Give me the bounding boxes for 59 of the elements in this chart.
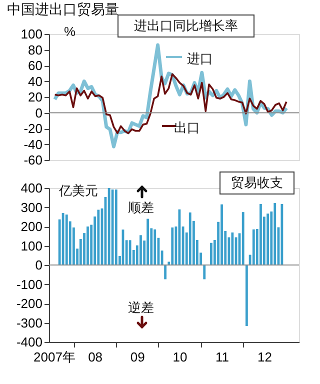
bar (171, 227, 174, 265)
annotation: 逆差 (128, 300, 154, 315)
y-tick-label: -300 (16, 315, 42, 330)
y-tick-label: 300 (20, 200, 42, 215)
y-tick-label: 80 (28, 42, 42, 58)
bar (260, 204, 262, 265)
chart-title: 中国进出口贸易量 (7, 1, 119, 17)
bar (111, 190, 114, 265)
bar (146, 218, 149, 265)
x-tick-label: 2007年 (34, 350, 76, 364)
bar (65, 214, 68, 265)
line-series (54, 73, 288, 134)
bar (210, 242, 212, 265)
bar (178, 209, 181, 265)
y-tick-label: 200 (20, 219, 42, 234)
bar (164, 265, 167, 280)
bar (128, 240, 132, 265)
y-tick-label: -40 (24, 136, 42, 152)
y-axis-title: % (64, 24, 76, 39)
bar (140, 235, 142, 265)
y-axis-title: 亿美元 (58, 183, 98, 198)
y-tick-label: -60 (24, 152, 42, 168)
bar (220, 204, 223, 265)
text: 进出口同比增长率 (134, 18, 238, 33)
x-tick-label: 08 (88, 350, 103, 364)
legend-label: 出口 (174, 120, 200, 135)
annotation: 顺差 (128, 200, 154, 215)
annotation: 贸易收支 (231, 175, 283, 190)
y-tick-label: -100 (16, 276, 42, 292)
bar (280, 204, 284, 265)
x-tick-label: 10 (172, 350, 188, 364)
bar (266, 214, 269, 265)
y-tick-label: 0 (35, 105, 42, 120)
bar (245, 265, 248, 326)
bar (97, 210, 100, 265)
y-tick-label: 100 (20, 238, 42, 254)
y-tick-label: -400 (16, 334, 42, 350)
bar (108, 188, 110, 265)
bar (114, 190, 118, 265)
y-tick-label: 40 (28, 74, 42, 89)
y-tick-label: 100 (20, 26, 42, 42)
x-tick-label: 12 (257, 350, 272, 364)
y-tick-label: 400 (20, 180, 42, 196)
x-tick-label: 11 (216, 350, 230, 364)
y-tick-label: -200 (16, 296, 42, 311)
x-tick-label: 09 (130, 350, 145, 364)
y-tick-label: 20 (28, 90, 42, 104)
y-tick-label: 0 (35, 258, 42, 272)
bar (188, 212, 192, 265)
y-tick-label: -20 (24, 121, 42, 136)
bar (274, 203, 276, 265)
bar (203, 265, 206, 280)
bar (242, 212, 244, 265)
bar (252, 229, 255, 265)
bar (231, 232, 234, 265)
legend-label: 进口 (187, 51, 213, 66)
bar (86, 226, 89, 265)
bar (154, 229, 156, 265)
y-tick-label: 60 (28, 58, 42, 73)
